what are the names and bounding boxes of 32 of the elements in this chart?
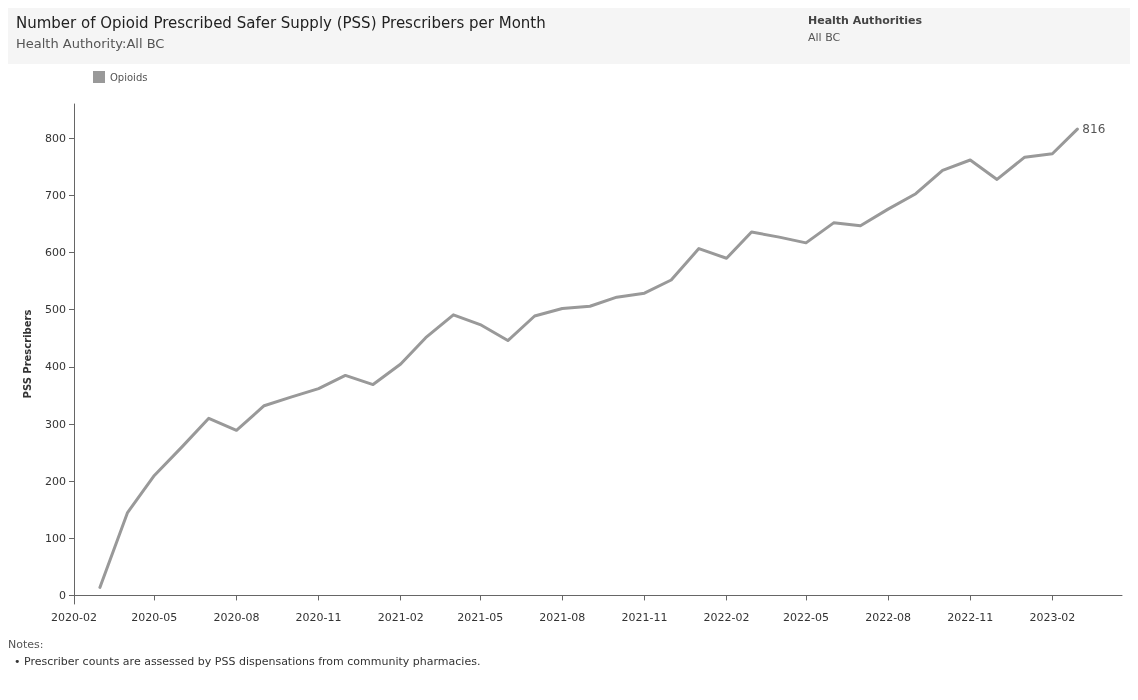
- y-tick-label: 400: [45, 360, 66, 374]
- y-axis-title: PSS Prescribers: [21, 309, 33, 399]
- text: Health Authorities: [808, 14, 923, 27]
- legend-label: Opioids: [110, 71, 148, 83]
- x-tick-label: 2022-02: [703, 611, 750, 624]
- x-tick-label: 2022-05: [783, 611, 829, 624]
- chart-subtitle: Health Authority:All BC: [16, 36, 165, 51]
- y-tick-label: 100: [45, 531, 66, 545]
- x-tick-label: 2022-11: [947, 611, 994, 624]
- x-tick-label: 2023-02: [1029, 611, 1076, 624]
- x-tick-label: 2021-11: [621, 611, 668, 624]
- x-tick-label: 2021-02: [377, 611, 424, 624]
- y-tick-label: 500: [45, 303, 66, 317]
- x-tick-label: 2020-08: [213, 611, 260, 624]
- chart-title: Number of Opioid Prescribed Safer Supply (PSS) Prescribers per Month: [16, 14, 546, 32]
- y-tick-label: 0: [59, 588, 66, 602]
- y-tick-label: 200: [45, 474, 66, 488]
- x-tick-label: 2021-05: [457, 611, 504, 624]
- text: • Prescriber counts are assessed by PSS dispensations from community pharmacies.: [13, 655, 482, 668]
- x-tick-label: 2021-08: [539, 611, 586, 624]
- y-tick-label: 600: [45, 246, 66, 260]
- line-series: [98, 127, 1079, 589]
- y-tick-label: 800: [45, 131, 66, 145]
- text: Notes:: [8, 638, 45, 651]
- x-tick-label: 2020-02: [51, 611, 97, 624]
- y-tick-label: 700: [45, 188, 66, 202]
- y-tick-label: 300: [45, 417, 66, 431]
- x-tick-label: 2020-11: [295, 611, 342, 624]
- x-tick-label: 2022-08: [865, 611, 912, 624]
- text: All BC: [808, 31, 842, 44]
- x-tick-label: 2020-05: [131, 611, 178, 624]
- data-label: 816: [1082, 122, 1106, 137]
